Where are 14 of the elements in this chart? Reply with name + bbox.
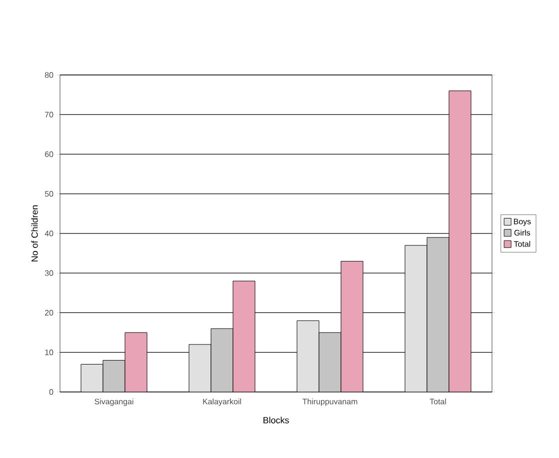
y-axis-title: No of Children xyxy=(31,205,38,262)
bar xyxy=(296,320,320,392)
bar xyxy=(448,90,472,392)
bar xyxy=(80,364,104,392)
bar xyxy=(124,332,148,392)
bar xyxy=(426,237,450,392)
bar xyxy=(232,280,256,392)
bar xyxy=(340,260,364,392)
bar xyxy=(318,332,342,392)
bar xyxy=(188,344,212,392)
bar xyxy=(102,360,126,392)
x-axis-title: Blocks xyxy=(264,416,289,424)
bar xyxy=(404,245,428,392)
bar xyxy=(210,328,234,392)
